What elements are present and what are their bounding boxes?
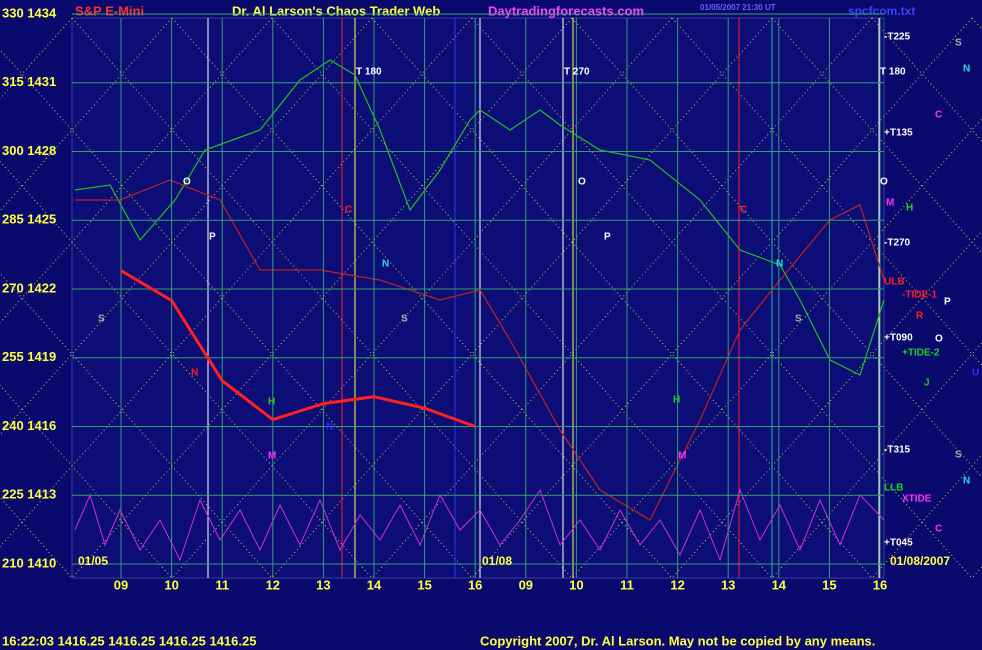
y-tick-label: 240 1416 <box>2 418 56 433</box>
annotation: N <box>191 368 198 379</box>
x-tick-label: 10 <box>569 577 583 592</box>
annotation: S <box>401 314 408 325</box>
x-tick-label: 16 <box>468 577 482 592</box>
y-tick-label: 315 1431 <box>2 74 56 89</box>
x-tick-label: 11 <box>215 577 229 592</box>
x-tick-label: 09 <box>114 577 128 592</box>
annotation: M <box>678 451 686 462</box>
annotation: LLB <box>884 483 903 494</box>
annotation: T 270 <box>564 67 590 78</box>
red-curve <box>75 179 885 521</box>
annotation: P <box>944 297 951 308</box>
annotation: M <box>268 451 276 462</box>
x-tick-label: 09 <box>519 577 533 592</box>
annotation: T 180 <box>356 67 382 78</box>
annotation: -T225 <box>884 32 911 43</box>
annotation: +T045 <box>884 538 913 549</box>
annotation: R <box>916 311 924 322</box>
x-tick-label: 13 <box>721 577 735 592</box>
y-tick-label: 300 1428 <box>2 143 56 158</box>
y-tick-label: 330 1434 <box>2 5 57 20</box>
annotation: C <box>935 110 942 121</box>
chart-title: Dr. Al Larson's Chaos Trader Web <box>232 3 440 18</box>
annotation: T 180 <box>880 67 906 78</box>
annotation: M <box>886 198 894 209</box>
annotation: +T135 <box>884 128 913 139</box>
annotation: P <box>209 232 216 243</box>
y-tick-label: 270 1422 <box>2 280 56 295</box>
annotation: U <box>972 368 979 379</box>
annotation: S <box>955 38 962 49</box>
plot-area <box>71 17 885 579</box>
x-tick-label: 12 <box>670 577 684 592</box>
x-tick-label: 14 <box>772 577 787 592</box>
copyright: Copyright 2007, Dr. Al Larson. May not b… <box>480 633 875 648</box>
y-tick-label: 285 1425 <box>2 212 56 227</box>
x-tick-label: 14 <box>367 577 382 592</box>
date-label: 01/05 <box>78 554 108 568</box>
price-line <box>120 269 476 428</box>
annotation: O <box>880 177 888 188</box>
annotation: H <box>906 203 913 214</box>
annotation: S <box>795 314 802 325</box>
annotation: S <box>955 450 962 461</box>
status: 16:22:03 1416.25 1416.25 1416.25 1416.25 <box>2 633 256 648</box>
date-label: 01/08/2007 <box>890 554 950 568</box>
y-tick-label: 210 1410 <box>2 555 56 570</box>
date-label: 01/08 <box>482 554 512 568</box>
annotation: N <box>776 259 783 270</box>
annotation: ULB <box>884 277 905 288</box>
annotation: O <box>183 177 191 188</box>
file-name: spcfcom.txt <box>848 4 915 18</box>
annotation: H <box>268 397 275 408</box>
annotation: N <box>382 259 389 270</box>
x-tick-label: 16 <box>873 577 887 592</box>
annotation: N <box>326 422 333 433</box>
annotation: J <box>924 378 930 389</box>
y-tick-label: 255 1419 <box>2 349 56 364</box>
annotation: -T270 <box>884 238 911 249</box>
annotation: O <box>935 334 943 345</box>
x-tick-label: 15 <box>417 577 431 592</box>
y-tick-label: 225 1413 <box>2 487 56 502</box>
timestamp: 01/05/2007 21:30 UT <box>700 3 776 12</box>
annotation: XTIDE <box>902 494 932 505</box>
annotation: C <box>345 205 352 216</box>
x-tick-label: 11 <box>620 577 634 592</box>
annotation: C <box>740 205 747 216</box>
decoration <box>0 17 982 579</box>
annotation: P <box>604 232 611 243</box>
annotation: N <box>963 476 970 487</box>
annotation: S <box>98 314 105 325</box>
annotation: +TIDE-2 <box>902 348 940 359</box>
annotation: O <box>578 177 586 188</box>
annotation: +T090 <box>884 333 913 344</box>
annotation: -T315 <box>884 445 911 456</box>
x-tick-label: 13 <box>316 577 330 592</box>
oscillator <box>74 488 885 562</box>
annotation: C <box>935 524 942 535</box>
annotation: N <box>963 64 970 75</box>
annotation: H <box>673 395 680 406</box>
x-tick-label: 10 <box>164 577 178 592</box>
site: Daytradingforecasts.com <box>488 3 644 18</box>
x-tick-label: 15 <box>822 577 836 592</box>
legend-entry: S&P E-Mini <box>75 3 144 18</box>
annotation: -TIDE-1 <box>902 290 937 301</box>
x-tick-label: 12 <box>266 577 280 592</box>
